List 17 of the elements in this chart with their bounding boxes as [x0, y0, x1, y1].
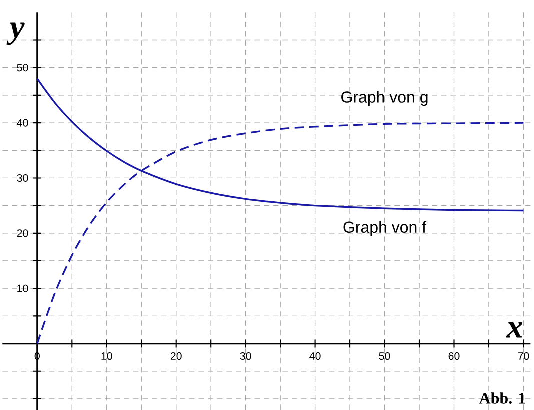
- x-tick-label: 60: [448, 352, 460, 360]
- y-tick-label: 30: [17, 174, 28, 182]
- x-axis-title: x: [506, 322, 523, 338]
- x-tick-label: 50: [379, 352, 390, 360]
- y-axis-title: y: [6, 22, 25, 46]
- x-tick-label: 40: [310, 352, 321, 360]
- series-label: Graph von g: [342, 91, 428, 106]
- y-tick-label: 50: [17, 64, 28, 72]
- x-tick-label: 70: [518, 352, 530, 360]
- x-tick-label: 20: [170, 352, 182, 360]
- y-tick-label: 20: [17, 230, 28, 238]
- x-tick-label: 30: [240, 352, 252, 360]
- y-tick-label: 10: [18, 284, 28, 292]
- y-tick-label: 40: [17, 119, 28, 127]
- annotation: Abb. 1: [479, 392, 526, 404]
- series-label: Graph von f: [344, 221, 427, 236]
- x-tick-label: 10: [102, 352, 112, 360]
